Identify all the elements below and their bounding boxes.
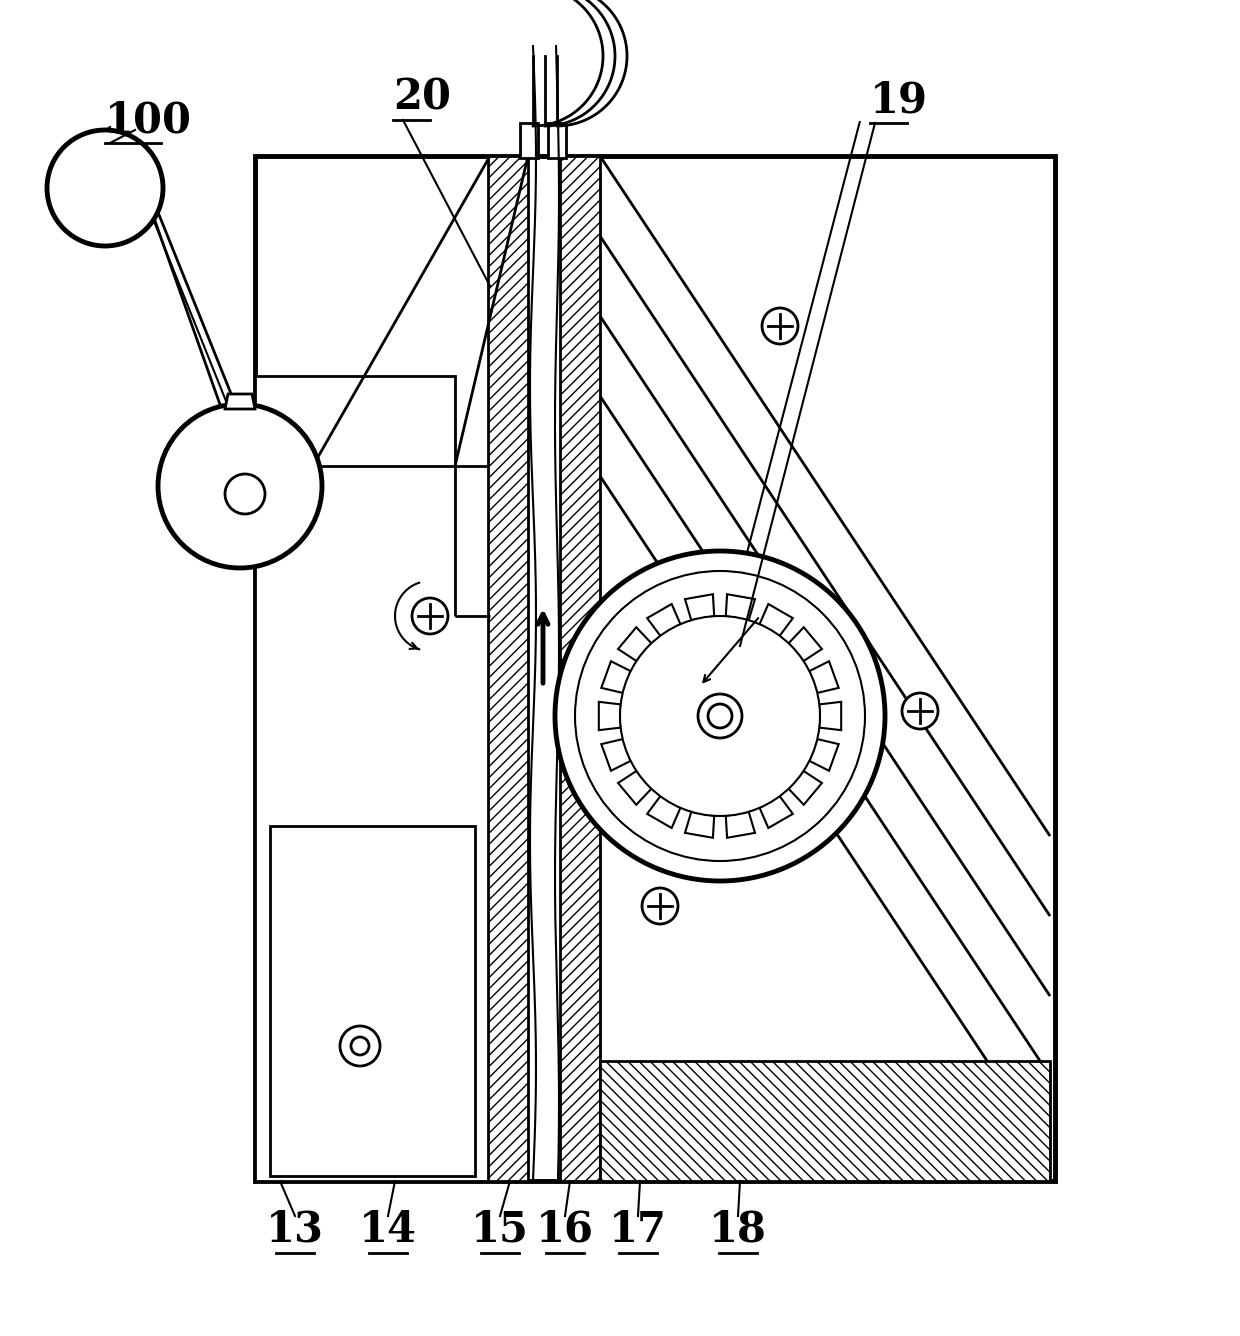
Text: 18: 18 xyxy=(709,1209,766,1250)
Bar xyxy=(255,156,1055,1181)
Circle shape xyxy=(351,1037,370,1055)
Polygon shape xyxy=(647,796,681,828)
Text: 17: 17 xyxy=(609,1209,667,1250)
Text: 100: 100 xyxy=(105,99,192,142)
Polygon shape xyxy=(760,796,792,828)
Text: 20: 20 xyxy=(393,76,451,118)
Polygon shape xyxy=(725,595,755,620)
Polygon shape xyxy=(255,375,490,1181)
Bar xyxy=(270,826,475,1176)
Text: 14: 14 xyxy=(360,1209,417,1250)
Bar xyxy=(520,123,538,158)
Polygon shape xyxy=(684,812,714,838)
Polygon shape xyxy=(601,661,631,693)
Circle shape xyxy=(224,474,265,514)
Text: 13: 13 xyxy=(267,1209,324,1250)
Circle shape xyxy=(620,616,820,816)
Polygon shape xyxy=(810,739,838,771)
Circle shape xyxy=(763,309,799,343)
Circle shape xyxy=(642,888,678,925)
Polygon shape xyxy=(760,604,792,636)
Circle shape xyxy=(157,403,322,568)
Bar xyxy=(560,156,600,1181)
Text: 19: 19 xyxy=(870,79,928,122)
Polygon shape xyxy=(601,739,631,771)
Circle shape xyxy=(901,693,937,729)
Bar xyxy=(489,156,528,1181)
Polygon shape xyxy=(647,604,681,636)
Polygon shape xyxy=(618,771,651,804)
Circle shape xyxy=(47,130,162,246)
Text: 16: 16 xyxy=(536,1209,594,1250)
Polygon shape xyxy=(725,812,755,838)
Polygon shape xyxy=(789,628,822,661)
Circle shape xyxy=(340,1026,379,1066)
Polygon shape xyxy=(810,661,838,693)
Text: 15: 15 xyxy=(471,1209,529,1250)
Polygon shape xyxy=(224,394,255,409)
Bar xyxy=(548,123,565,158)
Circle shape xyxy=(575,570,866,860)
Circle shape xyxy=(556,550,885,880)
Circle shape xyxy=(698,693,742,737)
Bar xyxy=(600,1061,1050,1181)
Circle shape xyxy=(412,599,448,635)
Circle shape xyxy=(708,704,732,728)
Polygon shape xyxy=(618,628,651,661)
Polygon shape xyxy=(820,701,841,731)
Polygon shape xyxy=(789,771,822,804)
Polygon shape xyxy=(134,168,258,461)
Polygon shape xyxy=(684,595,714,620)
Polygon shape xyxy=(599,701,621,731)
